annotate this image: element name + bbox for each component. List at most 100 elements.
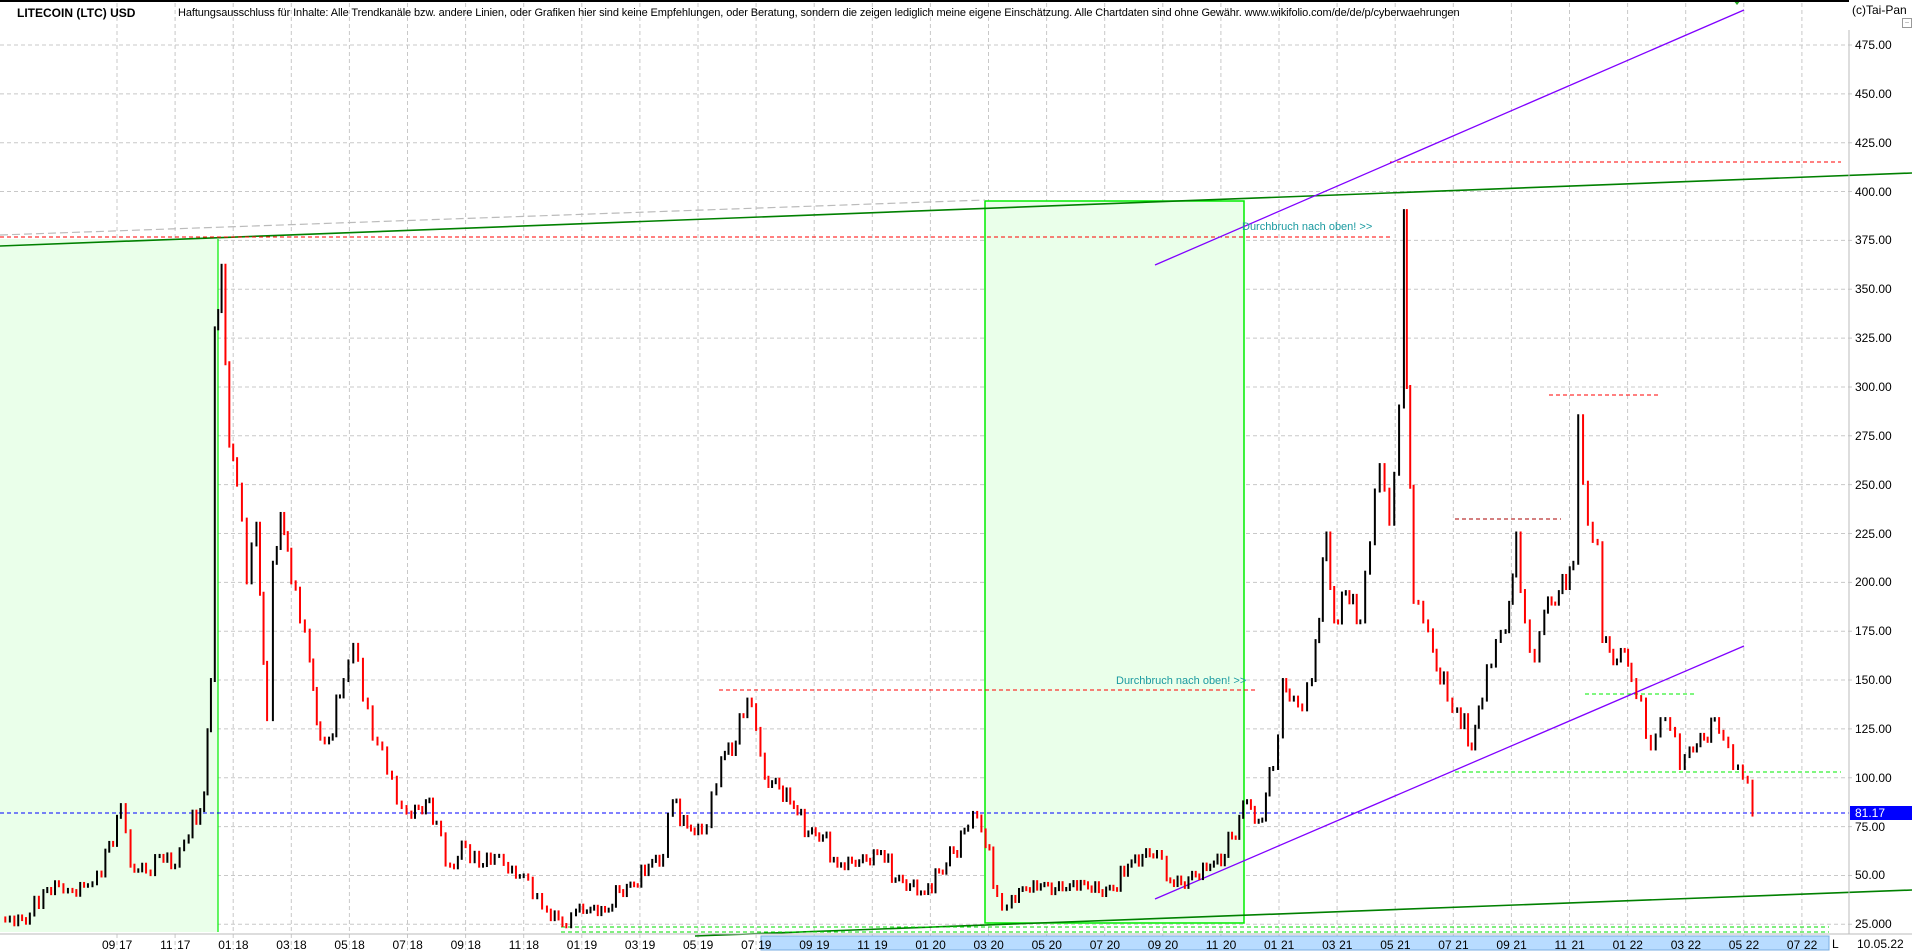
x-tick-year: 19: [700, 938, 714, 952]
upper-green-trendline: [0, 172, 1912, 247]
x-tick-year: 20: [1222, 938, 1237, 952]
x-tick-month: 07: [1089, 938, 1104, 952]
y-tick-label: 225.00: [1855, 526, 1892, 541]
scale-mode-button[interactable]: L: [1832, 937, 1839, 951]
x-tick-year: 20: [1164, 938, 1179, 952]
y-tick-label: 425.00: [1855, 135, 1892, 150]
x-tick-year: 18: [467, 938, 481, 952]
x-tick-month: 05: [1031, 938, 1045, 952]
x-tick-month: 09: [1496, 938, 1510, 952]
x-tick-month: 09: [1147, 938, 1162, 952]
x-tick-year: 21: [1455, 938, 1469, 952]
x-tick-year: 19: [641, 938, 656, 952]
x-tick-month: 05: [683, 938, 697, 952]
y-tick-label: 25.000: [1855, 917, 1892, 932]
y-tick-label: 75.00: [1855, 819, 1886, 834]
y-tick-label: 50.00: [1855, 868, 1886, 883]
x-tick-month: 07: [741, 938, 755, 952]
grid: [0, 3, 1855, 950]
x-tick-month: 03: [1670, 938, 1685, 952]
x-tick-month: 01: [1612, 938, 1626, 952]
x-tick-year: 18: [525, 938, 540, 952]
green-zone-2020: [984, 200, 1245, 924]
x-tick-month: 07: [1438, 938, 1452, 952]
disclaimer-text: Haftungsausschluss für Inhalte: Alle Tre…: [178, 7, 1460, 19]
x-tick-month: 07: [1786, 938, 1801, 952]
y-tick-label: 300.00: [1855, 379, 1892, 394]
y-tick-label: 275.00: [1855, 428, 1892, 443]
x-tick-month: 11: [160, 938, 173, 952]
y-tick-label: 375.00: [1855, 233, 1892, 248]
x-tick-month: 07: [392, 938, 406, 952]
minus-box-icon[interactable]: −: [1902, 18, 1912, 28]
y-tick-label: 125.00: [1855, 721, 1892, 736]
x-tick-year: 19: [816, 938, 830, 952]
x-tick-year: 20: [1048, 938, 1062, 952]
x-tick-month: 01: [915, 938, 929, 952]
x-tick-month: 05: [1380, 938, 1394, 952]
y-tick-label: 150.00: [1855, 673, 1892, 688]
copyright-label: (c)Tai-Pan: [1852, 3, 1907, 17]
last-price-label: 81.17: [1850, 806, 1912, 820]
x-tick-year: 22: [1629, 938, 1643, 952]
x-tick-month: 03: [276, 938, 290, 952]
x-tick-month: 11: [857, 938, 870, 952]
upper-purple-channel: [1154, 9, 1745, 266]
x-tick-month: 09: [102, 938, 116, 952]
gray-dashed-trend: [0, 199, 986, 236]
breakout-note-2021: Durchbruch nach oben! >>: [1242, 221, 1373, 233]
x-tick-month: 03: [624, 938, 639, 952]
x-tick-month: 11: [508, 938, 522, 952]
time-axis-highlight: [760, 935, 1830, 951]
x-tick-month: 05: [1728, 938, 1743, 952]
y-tick-label: 200.00: [1855, 575, 1892, 590]
x-tick-year: 18: [351, 938, 365, 952]
x-tick-month: 03: [1322, 938, 1336, 952]
breakout-note-2020: Durchbruch nach oben! >>: [1116, 675, 1247, 687]
x-tick-year: 21: [1281, 938, 1295, 952]
x-tick-year: 18: [235, 938, 249, 952]
x-tick-year: 22: [1745, 938, 1760, 952]
x-tick-year: 21: [1339, 938, 1353, 952]
x-tick-month: 11: [1554, 938, 1567, 952]
x-tick-month: 03: [973, 938, 987, 952]
current-date: 10.05.22: [1857, 937, 1904, 951]
green-zone-2017: [0, 239, 218, 932]
y-tick-label: 325.00: [1855, 331, 1892, 346]
y-tick-label: 175.00: [1855, 624, 1892, 639]
x-tick-year: 18: [409, 938, 423, 952]
x-tick-month: 11: [1205, 938, 1219, 952]
x-tick-year: 20: [932, 938, 946, 952]
y-tick-label: 100.00: [1855, 770, 1892, 785]
x-tick-year: 20: [990, 938, 1004, 952]
x-tick-month: 09: [799, 938, 813, 952]
x-tick-year: 17: [177, 938, 191, 952]
x-tick-month: 01: [218, 938, 232, 952]
x-tick-year: 17: [119, 938, 133, 952]
x-tick-year: 19: [874, 938, 888, 952]
x-tick-year: 21: [1571, 938, 1585, 952]
chart-title: LITECOIN (LTC) USD: [17, 6, 136, 20]
y-tick-label: 450.00: [1855, 86, 1892, 101]
lower-purple-channel: [1154, 645, 1745, 900]
x-tick-month: 01: [1264, 938, 1278, 952]
x-tick-month: 01: [566, 938, 581, 952]
y-tick-label: 475.00: [1855, 38, 1892, 52]
x-tick-year: 19: [758, 938, 772, 952]
x-tick-month: 05: [334, 938, 348, 952]
x-tick-year: 20: [1106, 938, 1121, 952]
price-series: [4, 209, 1754, 929]
highlight-zones: [0, 200, 1245, 932]
x-tick-year: 21: [1397, 938, 1411, 952]
x-tick-year: 22: [1803, 938, 1818, 952]
y-tick-label: 350.00: [1855, 282, 1892, 297]
y-tick-label: 250.00: [1855, 477, 1892, 492]
x-tick-year: 22: [1687, 938, 1702, 952]
y-tick-label: 400.00: [1855, 184, 1892, 199]
x-tick-month: 09: [450, 938, 464, 952]
x-tick-year: 21: [1513, 938, 1527, 952]
lower-green-trendline: [694, 889, 1912, 937]
x-tick-year: 18: [293, 938, 307, 952]
